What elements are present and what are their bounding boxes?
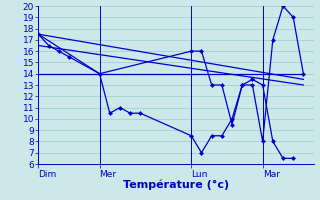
- X-axis label: Température (°c): Température (°c): [123, 180, 229, 190]
